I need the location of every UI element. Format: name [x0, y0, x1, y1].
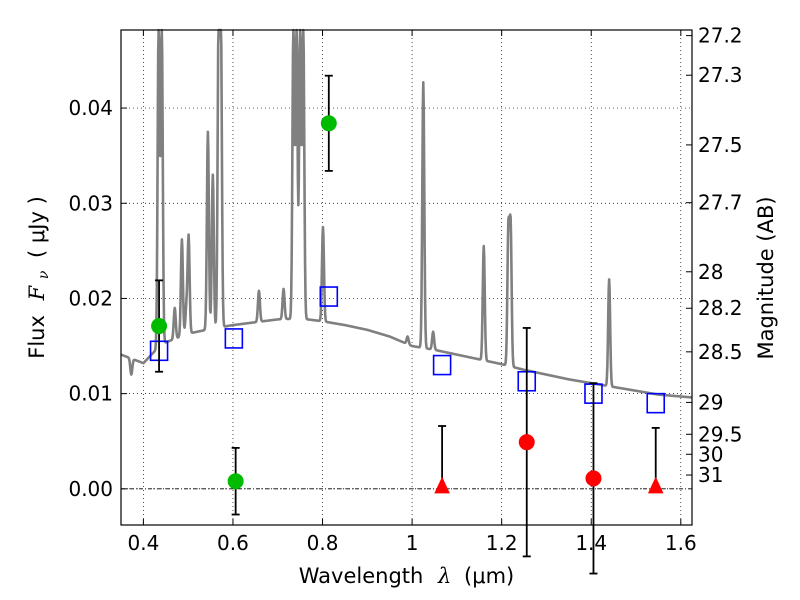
magnitude-tick-label: 27.2 — [698, 24, 743, 48]
model-synthetic-square-marker — [224, 328, 244, 349]
y-tick-label: 0.04 — [68, 96, 113, 120]
y-axis-symbol: F — [25, 284, 49, 301]
detection-circle-marker — [585, 470, 602, 487]
magnitude-tick-label: 29.5 — [698, 422, 743, 446]
x-axis-label: Wavelength λ (μm) — [299, 564, 514, 588]
detection-circle-marker — [151, 318, 168, 335]
x-tick-label: 0.6 — [217, 531, 249, 555]
model-synthetic-square-marker — [319, 286, 339, 307]
y-tick-label: 0.00 — [68, 477, 113, 501]
model-spectrum-line — [120, 28, 693, 399]
model-synthetic-square-marker — [646, 392, 666, 414]
y-tick-label: 0.01 — [68, 382, 113, 406]
y-tick-label: 0.03 — [68, 191, 113, 215]
y-axis-label-text: Flux — [25, 315, 49, 359]
grid-lines — [121, 30, 692, 525]
x-tick-label: 1.4 — [575, 531, 607, 555]
y-axis-unit: ( μJy ) — [25, 196, 49, 258]
x-tick-label: 1.6 — [665, 531, 697, 555]
axis-ticks: 0.4 0.6 0.8 1 1.2 1.4 1.6 0.00 0.01 0.02 0.03 0.04 2… — [68, 24, 742, 555]
x-axis-unit: (μm) — [464, 564, 514, 588]
upper-limit-triangle-marker — [647, 476, 664, 494]
x-tick-label: 0.8 — [307, 531, 339, 555]
y-tick-label: 0.02 — [68, 286, 113, 310]
magnitude-tick-label: 29 — [698, 390, 723, 414]
detection-circle-marker — [227, 473, 244, 490]
magnitude-tick-label: 28.2 — [698, 296, 743, 320]
y-axis-symbol-sub: ν — [36, 270, 52, 279]
x-tick-label: 1.2 — [486, 531, 518, 555]
y-axis-label: Flux F ν ( μJy ) — [25, 196, 53, 359]
magnitude-tick-label: 27.5 — [698, 133, 743, 157]
magnitude-axis-label: Magnitude (AB) — [754, 196, 778, 359]
x-axis-label-text: Wavelength — [299, 564, 424, 588]
detection-circle-marker — [320, 115, 337, 132]
model-synthetic-square-marker — [432, 354, 452, 376]
magnitude-tick-label: 31 — [698, 463, 723, 487]
magnitude-tick-label: 28 — [698, 260, 723, 284]
magnitude-tick-label: 27.3 — [698, 63, 743, 87]
photometry-points — [149, 74, 666, 575]
upper-limit-triangle-marker — [434, 476, 450, 494]
detection-circle-marker — [518, 434, 535, 451]
magnitude-tick-label: 27.7 — [698, 191, 743, 215]
magnitude-tick-label: 28.5 — [698, 340, 743, 364]
x-tick-label: 0.4 — [127, 531, 159, 555]
x-axis-symbol: λ — [437, 564, 451, 588]
magnitude-tick-label: 30 — [698, 442, 723, 466]
plot-frame — [120, 29, 693, 526]
x-tick-label: 1 — [406, 531, 419, 555]
model-spectrum — [120, 28, 693, 399]
